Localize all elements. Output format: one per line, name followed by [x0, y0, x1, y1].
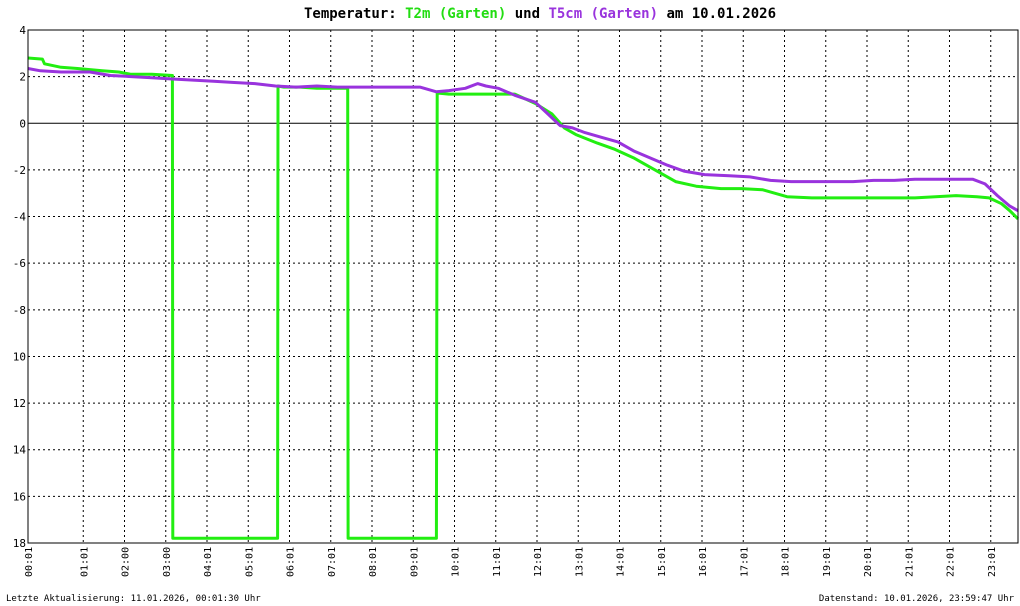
x-axis-ticks: 00:01 01:01 02:00 03:00 04:01 05:01 06:01 07:01… — [24, 547, 998, 577]
title-prefix: Temperatur: — [304, 6, 405, 22]
x-tick-label: 03:00 — [162, 547, 173, 577]
x-tick-label: 21:01 — [904, 547, 915, 577]
x-tick-label: 23:01 — [987, 547, 998, 577]
x-tick-label: 16:01 — [698, 547, 709, 577]
x-tick-label: 12:01 — [533, 547, 544, 577]
title-suffix: am 10.01.2026 — [658, 6, 776, 22]
x-tick-label: 10:01 — [451, 547, 462, 577]
x-tick-label: 05:01 — [244, 547, 255, 577]
y-tick-label: -8 — [13, 304, 26, 317]
y-tick-label: -4 — [13, 211, 27, 224]
title-series-t2m: T2m (Garten) — [405, 6, 506, 22]
series-line-t5cm — [27, 67, 1019, 213]
grid — [28, 30, 1018, 543]
x-tick-label: 06:01 — [286, 547, 297, 577]
x-tick-label: 07:01 — [327, 547, 338, 577]
plot-frame — [27, 29, 1019, 544]
x-tick-label: 20:01 — [863, 547, 874, 577]
chart-title: Temperatur: T2m (Garten) und T5cm (Garte… — [304, 6, 776, 22]
x-tick-label: 18:01 — [781, 547, 792, 577]
y-tick-label: 18 — [13, 537, 26, 550]
x-tick-label: 22:01 — [946, 547, 957, 577]
title-series-t5cm: T5cm (Garten) — [548, 6, 658, 22]
title-middle: und — [506, 6, 548, 22]
x-tick-label: 09:01 — [409, 547, 420, 577]
y-tick-label: 0 — [19, 117, 26, 130]
series-lines — [27, 56, 1020, 540]
y-tick-label: 14 — [13, 444, 27, 457]
y-tick-label: -6 — [13, 257, 26, 270]
x-tick-label: 19:01 — [822, 547, 833, 577]
x-tick-label: 15:01 — [657, 547, 668, 577]
footer-data-status: Datenstand: 10.01.2026, 23:59:47 Uhr — [819, 594, 1015, 604]
y-tick-label: 16 — [13, 490, 26, 503]
y-tick-label: 12 — [13, 397, 26, 410]
x-tick-label: 02:00 — [121, 547, 132, 577]
x-tick-label: 08:01 — [368, 547, 379, 577]
y-axis-ticks: 4 2 0 -2 -4 -6 -8 10 12 14 16 18 — [13, 24, 27, 550]
x-tick-label: 17:01 — [739, 547, 750, 577]
y-tick-label: 4 — [19, 24, 26, 37]
y-tick-label: -2 — [13, 164, 26, 177]
x-tick-label: 00:01 — [24, 547, 35, 577]
x-tick-label: 11:01 — [492, 547, 503, 577]
x-tick-label: 04:01 — [203, 547, 214, 577]
footer-last-update: Letzte Aktualisierung: 11.01.2026, 00:01… — [6, 594, 261, 604]
x-tick-label: 14:01 — [616, 547, 627, 577]
y-tick-label: 10 — [13, 350, 26, 363]
y-tick-label: 2 — [19, 71, 26, 84]
x-tick-label: 13:01 — [574, 547, 585, 577]
x-tick-label: 01:01 — [79, 547, 90, 577]
